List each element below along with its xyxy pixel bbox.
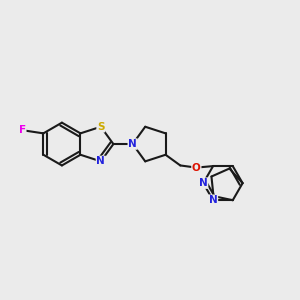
Text: S: S bbox=[97, 122, 105, 132]
Text: O: O bbox=[192, 163, 201, 172]
Text: N: N bbox=[199, 178, 208, 188]
Text: N: N bbox=[209, 195, 218, 205]
Text: N: N bbox=[96, 156, 105, 167]
Text: N: N bbox=[128, 139, 137, 149]
Text: F: F bbox=[19, 125, 26, 135]
